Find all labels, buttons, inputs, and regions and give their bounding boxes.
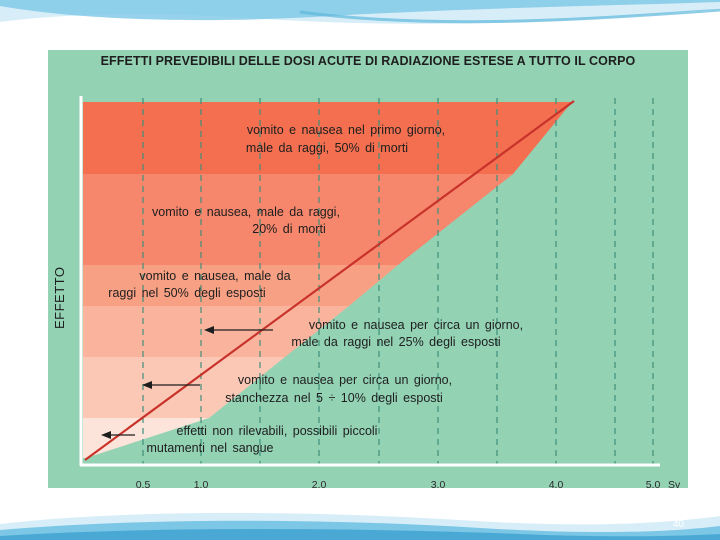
band-1-line-1: vomito e nausea, male da raggi, [152, 205, 340, 219]
y-axis-label: EFFETTO [52, 267, 67, 329]
radiation-effects-figure: EFFETTI PREVEDIBILI DELLE DOSI ACUTE DI … [48, 50, 688, 488]
band-20-percent-deaths [83, 174, 513, 265]
top-wave-decoration [0, 0, 720, 24]
x-axis-unit: Sv [668, 479, 681, 488]
page-number: 40 [672, 519, 684, 530]
vertical-gridlines [142, 98, 654, 464]
band-3-line-2: male da raggi nel 25% degli esposti [291, 335, 500, 349]
x-tick-5-0: 5.0 [646, 479, 661, 488]
x-tick-4-0: 4.0 [549, 479, 564, 488]
band-4-line-2: stanchezza nel 5 ÷ 10% degli esposti [225, 391, 443, 405]
band-1-line-2: 20% di morti [252, 222, 325, 236]
band-no-detectable-effects [83, 418, 209, 458]
band-5-line-2: mutamenti nel sangue [147, 441, 274, 455]
band-0-line-2: male da raggi, 50% di morti [246, 141, 408, 155]
x-tick-2-0: 2.0 [312, 479, 327, 488]
pointer-arrows [101, 326, 273, 439]
arrowhead-no-effects [101, 431, 111, 439]
arrowhead-25-percent [204, 326, 214, 334]
x-tick-1-0: 1.0 [194, 479, 209, 488]
band-3-line-1: vomito e nausea per circa un giorno, [309, 318, 523, 332]
x-tick-3-0: 3.0 [431, 479, 446, 488]
band-2-line-1: vomito e nausea, male da [139, 269, 290, 283]
band-2-line-2: raggi nel 50% degli esposti [108, 286, 265, 300]
figure-title: EFFETTI PREVEDIBILI DELLE DOSI ACUTE DI … [100, 54, 636, 68]
band-4-line-1: vomito e nausea per circa un giorno, [238, 373, 452, 387]
dose-effect-line [84, 100, 575, 461]
band-5-line-1: effetti non rilevabili, possibili piccol… [177, 424, 378, 438]
band-50-percent-deaths [83, 102, 572, 174]
axes [79, 96, 660, 467]
arrowhead-5-10-percent [142, 381, 152, 389]
band-0-line-1: vomito e nausea nel primo giorno, [247, 123, 445, 137]
band-radiation-sickness-25-percent [83, 306, 349, 357]
bottom-wave-decoration [0, 512, 720, 540]
dose-effect-diagram: EFFETTO 0.5 1.0 2.0 3.0 4.0 5.0 Sv [52, 96, 681, 488]
x-tick-0-5: 0.5 [136, 479, 151, 488]
